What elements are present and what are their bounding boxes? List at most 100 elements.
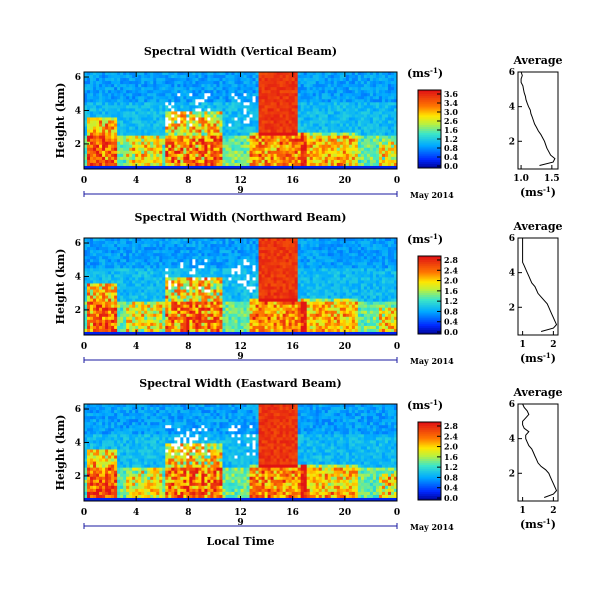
heatmap-cell xyxy=(279,262,284,266)
heatmap-cell xyxy=(168,153,172,158)
heatmap-cell xyxy=(264,126,268,130)
heatmap-cell xyxy=(339,105,344,109)
heatmap-cell xyxy=(372,247,377,251)
heatmap-cell xyxy=(129,93,133,97)
heatmap-cell xyxy=(330,262,335,266)
heatmap-cell xyxy=(264,150,268,155)
heatmap-cell xyxy=(114,156,118,161)
colorbar-swatch xyxy=(418,164,441,167)
heatmap-cell xyxy=(387,153,392,158)
heatmap-cell xyxy=(318,274,323,278)
heatmap-cell xyxy=(342,114,347,118)
heatmap-cell xyxy=(186,87,190,91)
heatmap-cell xyxy=(303,138,308,143)
heatmap-cell xyxy=(177,250,181,254)
heatmap-cell xyxy=(291,105,296,109)
heatmap-cell xyxy=(168,150,172,155)
heatmap-cell xyxy=(270,117,275,121)
colorbar-tick-label: 2.6 xyxy=(444,116,458,126)
heatmap-cell xyxy=(249,144,253,149)
heatmap-cell xyxy=(141,274,145,278)
heatmap-cell xyxy=(297,102,302,106)
heatmap-cell xyxy=(105,78,109,82)
heatmap-cell xyxy=(282,162,287,167)
heatmap-cell xyxy=(285,277,290,281)
heatmap-cell xyxy=(366,271,371,275)
heatmap-cell xyxy=(108,75,112,79)
heatmap-cell xyxy=(102,129,106,134)
heatmap-cell xyxy=(330,81,335,85)
heatmap-cell xyxy=(330,141,335,146)
heatmap-cell xyxy=(357,120,362,124)
heatmap-cell xyxy=(303,102,308,106)
heatmap-cell xyxy=(99,147,103,152)
heatmap-cell xyxy=(177,75,181,79)
heatmap-cell xyxy=(165,259,169,263)
heatmap-cell xyxy=(207,114,211,118)
heatmap-cell xyxy=(99,126,103,130)
heatmap-cell xyxy=(132,250,136,254)
heatmap-cell xyxy=(291,102,296,106)
heatmap-cell xyxy=(348,156,353,161)
heatmap-cell xyxy=(222,81,226,85)
heatmap-cell xyxy=(291,111,296,115)
heatmap-cell xyxy=(393,111,398,115)
heatmap-cell xyxy=(153,156,157,161)
heatmap-cell xyxy=(378,117,383,121)
heatmap-cell xyxy=(327,90,332,94)
heatmap-cell xyxy=(228,147,232,152)
heatmap-cell xyxy=(219,84,223,88)
heatmap-cell xyxy=(342,93,347,97)
heatmap-cell xyxy=(108,135,112,140)
heatmap-cell xyxy=(258,165,262,170)
heatmap-cell xyxy=(99,259,103,263)
heatmap-cell xyxy=(153,247,157,251)
heatmap-cell xyxy=(363,78,368,82)
heatmap-cell xyxy=(354,150,359,155)
heatmap-cell xyxy=(252,72,256,76)
heatmap-cell xyxy=(318,135,323,140)
heatmap-cell xyxy=(330,129,335,134)
heatmap-cell xyxy=(234,84,238,88)
heatmap-cell xyxy=(189,147,193,152)
heatmap-cell xyxy=(138,238,142,242)
heatmap-cell xyxy=(225,135,229,140)
heatmap-cell xyxy=(231,247,235,251)
heatmap-cell xyxy=(375,111,380,115)
heatmap-cell xyxy=(93,78,97,82)
heatmap-cell xyxy=(330,274,335,278)
heatmap-cell xyxy=(153,105,157,109)
heatmap-cell xyxy=(306,256,311,260)
heatmap-cell xyxy=(309,111,314,115)
heatmap-cell xyxy=(219,105,223,109)
heatmap-cell xyxy=(246,241,250,245)
heatmap-cell xyxy=(102,84,106,88)
heatmap-cell xyxy=(150,259,154,263)
heatmap-cell xyxy=(99,78,103,82)
heatmap-cell xyxy=(96,159,100,164)
heatmap-cell xyxy=(120,96,124,100)
heatmap-cell xyxy=(393,277,398,281)
heatmap-cell xyxy=(228,96,232,100)
heatmap-cell xyxy=(189,117,193,121)
heatmap-cell xyxy=(207,93,211,97)
heatmap-cell xyxy=(309,105,314,109)
heatmap-cell xyxy=(183,165,187,170)
heatmap-cell xyxy=(300,144,305,149)
heatmap-cell xyxy=(93,144,97,149)
heatmap-cell xyxy=(279,147,284,152)
heatmap-cell xyxy=(333,84,338,88)
heatmap-cell xyxy=(285,132,290,137)
heatmap-cell xyxy=(213,138,217,143)
heatmap-cell xyxy=(282,156,287,161)
heatmap-cell xyxy=(192,241,196,245)
heatmap-cell xyxy=(327,81,332,85)
heatmap-cell xyxy=(213,96,217,100)
heatmap-cell xyxy=(198,280,202,284)
heatmap-cell xyxy=(315,123,320,127)
heatmap-cell xyxy=(348,277,353,281)
heatmap-cell xyxy=(231,135,235,140)
heatmap-cell xyxy=(351,259,356,263)
heatmap-cell xyxy=(351,241,356,245)
heatmap-cell xyxy=(321,114,326,118)
